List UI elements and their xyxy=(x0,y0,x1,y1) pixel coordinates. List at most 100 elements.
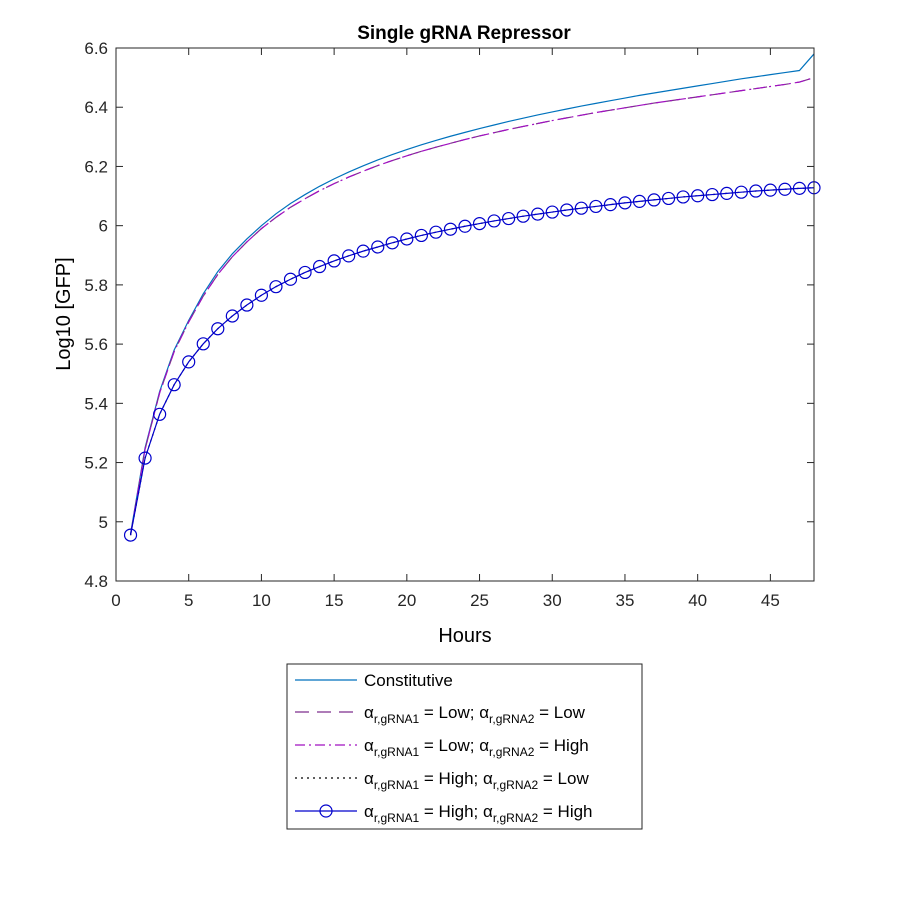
y-tick-label: 6.2 xyxy=(84,157,108,176)
series-line-1 xyxy=(129,53,815,534)
legend-text-part: α xyxy=(479,736,489,755)
data-point xyxy=(312,259,327,274)
data-point xyxy=(531,207,545,221)
data-point xyxy=(632,194,647,208)
data-point xyxy=(502,211,516,226)
series-line-2 xyxy=(129,77,815,536)
data-point xyxy=(734,185,748,199)
y-tick-label: 5.8 xyxy=(84,276,108,295)
legend-subscript: r,gRNA1 xyxy=(374,712,420,726)
data-point xyxy=(458,219,472,233)
data-point xyxy=(196,337,210,351)
data-point xyxy=(574,201,588,215)
y-tick-label: 5.2 xyxy=(84,454,108,473)
data-point xyxy=(516,209,530,223)
data-point xyxy=(560,203,574,217)
y-tick-label: 6.6 xyxy=(84,39,108,58)
axis-ticks: 0 5 10 15 20 25 30 35 40 45 4.8 5 5.2 5.4 5.6 5.8 6 6.2 6.… xyxy=(84,39,814,610)
data-point xyxy=(400,232,414,246)
data-point xyxy=(429,225,443,239)
y-tick-label: 5.6 xyxy=(84,335,108,354)
legend-text-part: = High; xyxy=(419,802,483,821)
data-point xyxy=(371,240,385,254)
legend-entry-5: αr,gRNA1 = High; αr,gRNA2 = High xyxy=(364,802,593,825)
legend-box xyxy=(286,663,643,830)
x-tick-label: 25 xyxy=(470,591,489,610)
legend-subscript: r,gRNA2 xyxy=(493,778,539,792)
series-line-3 xyxy=(129,77,815,536)
data-point xyxy=(182,355,196,369)
legend-entry-3: αr,gRNA1 = Low; αr,gRNA2 = High xyxy=(364,736,589,759)
data-point xyxy=(545,205,559,219)
data-point xyxy=(720,186,734,200)
legend-text-part: = High xyxy=(534,736,588,755)
data-point xyxy=(618,196,632,210)
data-point xyxy=(283,272,298,286)
legend-text-part: α xyxy=(364,736,374,755)
y-tick-label: 5 xyxy=(99,513,108,532)
x-tick-label: 10 xyxy=(252,591,271,610)
x-tick-label: 5 xyxy=(184,591,193,610)
series-layer xyxy=(123,53,821,542)
series-line-5 xyxy=(129,187,815,536)
y-axis-label: Log10 [GFP] xyxy=(53,257,75,370)
data-point xyxy=(647,193,661,207)
legend-subscript: r,gRNA2 xyxy=(489,712,535,726)
legend-text-part: = Low xyxy=(534,703,585,722)
data-point xyxy=(342,249,356,263)
legend-subscript: r,gRNA1 xyxy=(374,745,420,759)
data-point xyxy=(225,309,239,323)
x-tick-label: 30 xyxy=(543,591,562,610)
y-tick-label: 5.4 xyxy=(84,394,108,413)
legend-text-part: = Low; xyxy=(419,736,479,755)
chart-title: Single gRNA Repressor xyxy=(357,23,571,44)
legend-entry-4: αr,gRNA1 = High; αr,gRNA2 = Low xyxy=(364,769,589,792)
legend-text-part: α xyxy=(364,703,374,722)
y-tick-label: 6 xyxy=(99,217,108,236)
data-point xyxy=(385,236,399,250)
x-tick-label: 20 xyxy=(397,591,416,610)
x-tick-label: 40 xyxy=(688,591,707,610)
data-point xyxy=(269,280,283,294)
x-tick-label: 0 xyxy=(111,591,120,610)
x-tick-label: 15 xyxy=(325,591,344,610)
x-tick-label: 45 xyxy=(761,591,780,610)
plot-area-frame xyxy=(115,47,815,582)
data-point xyxy=(603,198,618,212)
data-point xyxy=(676,190,690,204)
legend-subscript: r,gRNA1 xyxy=(374,811,420,825)
data-point xyxy=(240,298,254,312)
legend-text-part: = Low; xyxy=(419,703,479,722)
data-point xyxy=(589,199,603,214)
data-point xyxy=(138,451,152,465)
legend-subscript: r,gRNA1 xyxy=(374,778,420,792)
data-point xyxy=(792,181,807,195)
data-point xyxy=(443,222,458,236)
x-axis-label: Hours xyxy=(438,625,491,647)
legend-text-part: = Low xyxy=(538,769,589,788)
legend-subscript: r,gRNA2 xyxy=(493,811,539,825)
data-point xyxy=(254,288,269,302)
data-point xyxy=(472,216,487,231)
legend-text-part: = High; xyxy=(419,769,483,788)
data-point xyxy=(123,528,138,542)
legend-text-part: α xyxy=(479,703,489,722)
data-point xyxy=(211,322,225,336)
data-point xyxy=(414,228,428,243)
series-line-4 xyxy=(129,187,815,536)
data-point xyxy=(661,191,676,206)
legend-text-part: α xyxy=(483,769,493,788)
legend-text-part: α xyxy=(483,802,493,821)
legend-text-part: α xyxy=(364,769,374,788)
y-tick-label: 6.4 xyxy=(84,98,108,117)
legend-text-part: = High xyxy=(538,802,592,821)
data-point xyxy=(749,184,763,198)
legend-text-part: α xyxy=(364,802,374,821)
data-point xyxy=(763,183,777,197)
data-point xyxy=(778,182,792,196)
y-tick-label: 4.8 xyxy=(84,572,108,591)
data-point xyxy=(327,254,341,268)
data-point xyxy=(356,244,370,258)
